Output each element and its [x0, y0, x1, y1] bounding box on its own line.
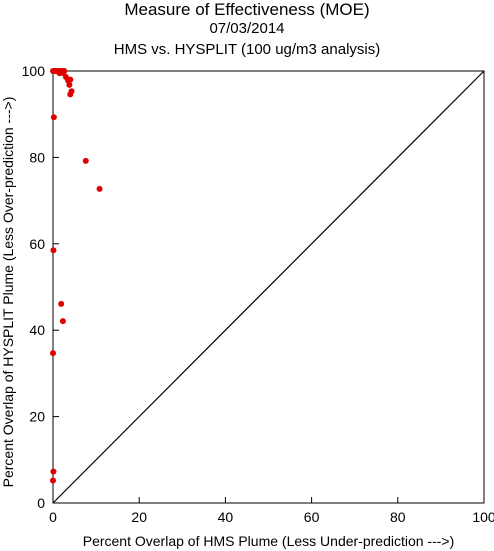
y-tick-label: 60	[29, 236, 45, 252]
data-point	[50, 114, 57, 121]
chart-title: Measure of Effectiveness (MOE)	[124, 0, 370, 19]
data-point	[82, 157, 89, 164]
data-point	[50, 477, 56, 484]
y-axis-label: Percent Overlap of HYSPLIT Plume (Less O…	[0, 97, 16, 488]
plot-frame	[52, 70, 485, 504]
chart-date-subtitle: 07/03/2014	[209, 20, 285, 37]
y-tick-label: 0	[37, 495, 45, 511]
data-point	[67, 76, 74, 83]
x-tick-label: 20	[131, 509, 147, 525]
x-tick-label: 40	[218, 509, 234, 525]
y-tick-label: 20	[29, 409, 45, 425]
x-tick-label: 80	[390, 509, 406, 525]
x-tick-label: 100	[472, 509, 494, 525]
x-tick-label: 60	[304, 509, 320, 525]
y-tick-label: 100	[22, 63, 46, 79]
chart-analysis-subtitle: HMS vs. HYSPLIT (100 ug/m3 analysis)	[113, 41, 381, 58]
data-point	[59, 318, 66, 325]
tick-group: 0 20 40 60 80 100 0 20 40 60 80 100	[22, 63, 494, 525]
data-point	[50, 350, 56, 357]
x-tick-label: 0	[49, 509, 57, 525]
data-points	[50, 68, 103, 484]
x-axis-label: Percent Overlap of HMS Plume (Less Under…	[83, 533, 455, 549]
data-point	[50, 247, 57, 254]
data-point	[96, 185, 103, 192]
data-point	[58, 300, 65, 307]
data-point	[67, 91, 74, 98]
data-point	[50, 468, 57, 475]
data-point	[66, 81, 73, 88]
y-tick-label: 80	[29, 149, 45, 165]
one-to-one-reference-line	[52, 70, 485, 504]
y-tick-label: 40	[29, 322, 45, 338]
